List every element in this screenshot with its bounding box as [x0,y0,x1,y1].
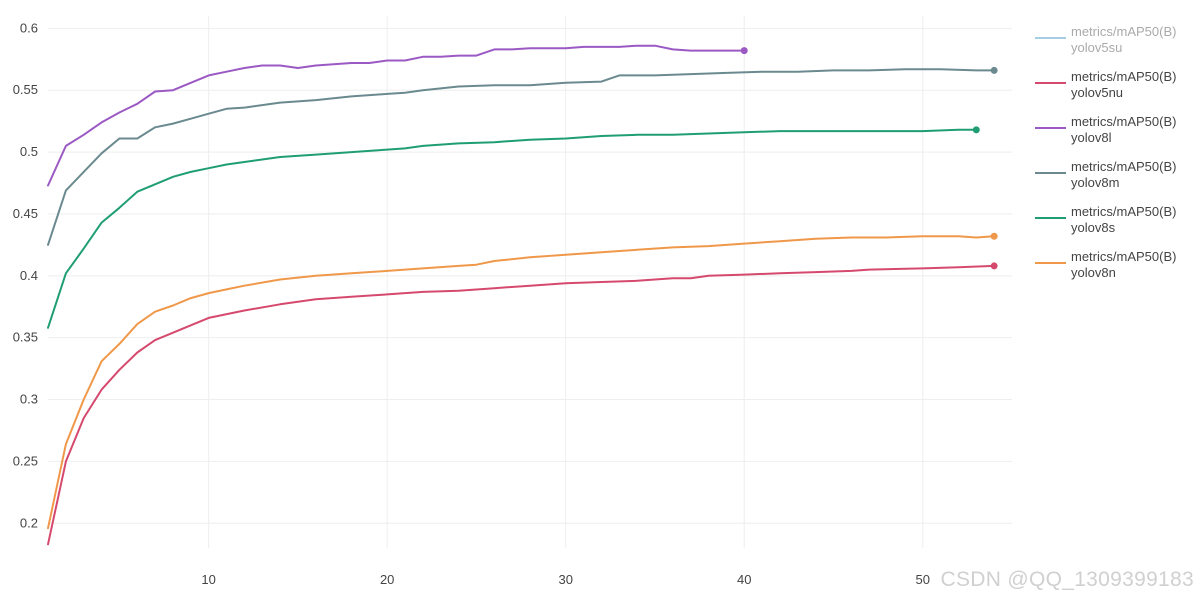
x-tick-label: 20 [380,572,394,587]
y-tick-label: 0.55 [13,82,38,97]
legend-label-line2: yolov8m [1071,175,1119,190]
x-tick-label: 40 [737,572,751,587]
watermark: CSDN @QQ_1309399183 [940,568,1194,591]
series-line-yolov8m [47,68,996,246]
series-endpoint-yolov8m [990,66,998,74]
series-endpoint-yolov8l [740,47,748,55]
series-endpoint-yolov8n [990,232,998,240]
legend-label-line2: yolov5nu [1071,85,1123,100]
legend-item-yolov8s[interactable]: metrics/mAP50(B)yolov8s [1035,204,1176,235]
series-line-yolov5nu [47,264,996,546]
y-tick-label: 0.6 [20,20,38,35]
series-line-yolov8n [47,235,996,530]
legend-label-line2: yolov5su [1071,40,1122,55]
legend-label-line1: metrics/mAP50(B) [1071,249,1176,264]
y-tick-label: 0.45 [13,206,38,221]
legend-item-yolov8l[interactable]: metrics/mAP50(B)yolov8l [1035,114,1176,145]
legend-label-line2: yolov8s [1071,220,1116,235]
series-endpoint-yolov8s [972,126,980,134]
y-tick-label: 0.2 [20,515,38,530]
y-tick-label: 0.5 [20,144,38,159]
axis-tick-labels: 0.2 0.25 0.3 0.35 0.4 0.45 0.5 0.55 0.6 10 20 30 40 5… [13,20,930,587]
legend-label-line1: metrics/mAP50(B) [1071,204,1176,219]
series-endpoint-yolov5nu [990,262,998,270]
y-tick-label: 0.25 [13,453,38,468]
legend-label-line2: yolov8l [1071,130,1112,145]
y-tick-label: 0.3 [20,392,38,407]
legend-label-line1: metrics/mAP50(B) [1071,159,1176,174]
plot-series [47,44,998,546]
legend-label-line1: metrics/mAP50(B) [1071,114,1176,129]
legend[interactable]: metrics/mAP50(B)yolov5sumetrics/mAP50(B)… [1035,24,1176,280]
y-tick-label: 0.4 [20,268,38,283]
legend-item-yolov8n[interactable]: metrics/mAP50(B)yolov8n [1035,249,1176,280]
legend-label-line1: metrics/mAP50(B) [1071,69,1176,84]
x-tick-label: 50 [916,572,930,587]
x-tick-label: 10 [201,572,215,587]
legend-label-line1: metrics/mAP50(B) [1071,24,1176,39]
grid-lines [48,16,1012,548]
x-tick-label: 30 [558,572,572,587]
legend-item-yolov8m[interactable]: metrics/mAP50(B)yolov8m [1035,159,1176,190]
series-line-yolov8l [47,44,746,187]
legend-item-yolov5nu[interactable]: metrics/mAP50(B)yolov5nu [1035,69,1176,100]
series-line-yolov8s [47,128,978,329]
y-tick-label: 0.35 [13,330,38,345]
legend-label-line2: yolov8n [1071,265,1116,280]
legend-item-yolov5su[interactable]: metrics/mAP50(B)yolov5su [1035,24,1176,55]
